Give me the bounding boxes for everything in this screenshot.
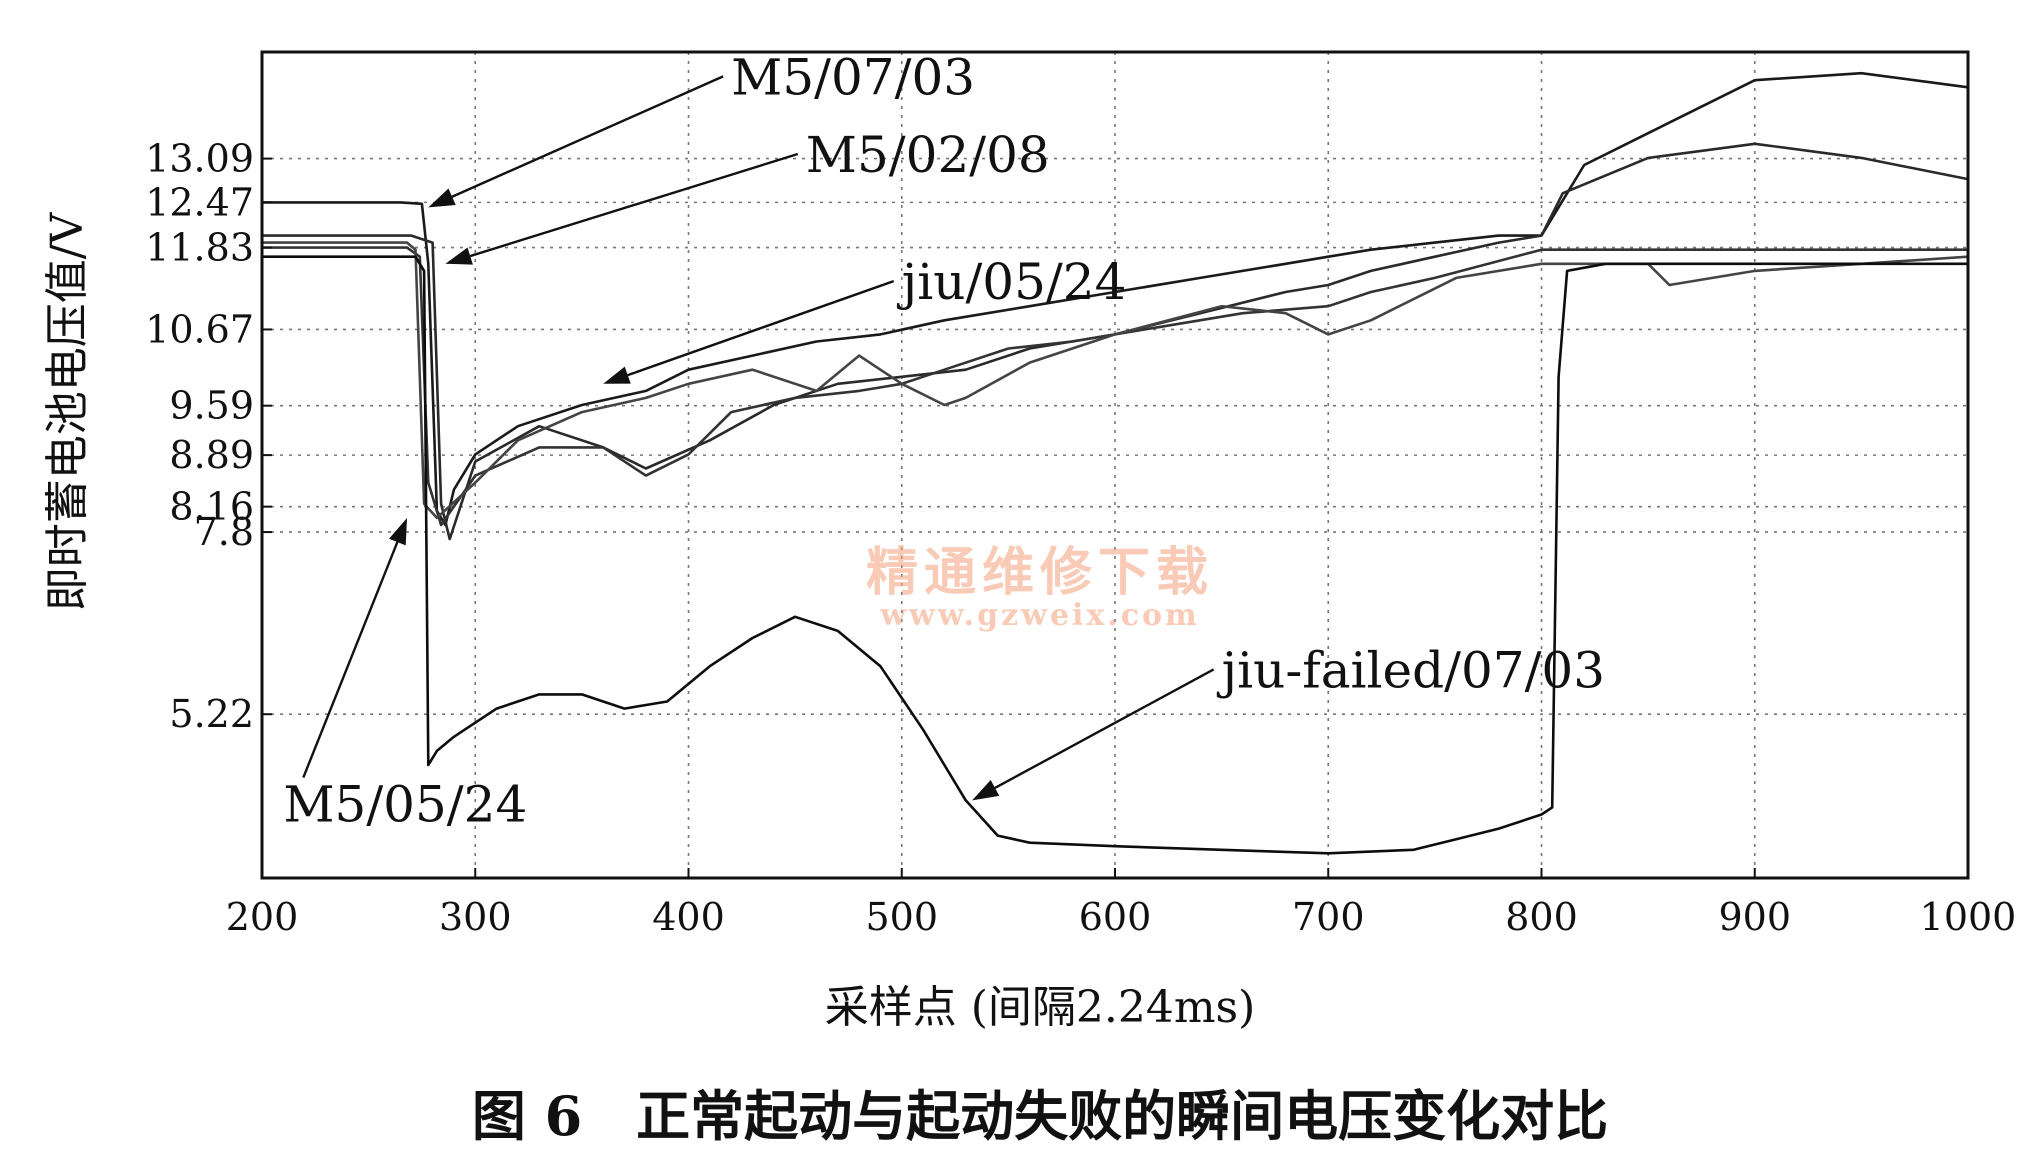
annotation-arrow-line [470, 154, 798, 256]
series-annotation-label: M5/05/24 [283, 776, 527, 834]
annotation-arrow-line [303, 542, 397, 777]
annotation-arrowhead [972, 780, 999, 800]
y-tick-label: 9.59 [169, 384, 254, 428]
annotation-arrowhead [389, 518, 407, 545]
annotation-arrow-line [452, 76, 723, 196]
x-tick-label: 800 [1505, 895, 1578, 939]
y-axis-title: 即时蓄电池电压值/V [42, 211, 93, 611]
y-tick-label: 12.47 [145, 180, 254, 224]
y-tick-label: 8.16 [169, 485, 254, 529]
watermark-url: www.gzweix.com [879, 598, 1200, 633]
series-annotation-label: M5/07/03 [731, 48, 975, 106]
annotation: jiu-failed/07/03 [972, 641, 1605, 800]
annotation: M5/02/08 [445, 126, 1049, 265]
x-tick-label: 200 [226, 895, 299, 939]
series-annotation-label: M5/02/08 [806, 126, 1050, 184]
x-tick-label: 900 [1718, 895, 1791, 939]
y-tick-label: 10.67 [145, 307, 254, 351]
x-tick-label: 300 [439, 895, 512, 939]
grid-layer [262, 52, 1968, 878]
series-annotation-label: jiu/05/24 [897, 253, 1127, 311]
annotation-layer: M5/07/03 M5/02/08 jiu/05/24 M5/05/24 jiu-fai… [283, 48, 1605, 833]
y-tick-label: 13.09 [145, 137, 254, 181]
y-tick-label: 11.83 [145, 226, 254, 270]
x-tick-label: 700 [1292, 895, 1365, 939]
y-tick-label: 5.22 [169, 692, 254, 736]
annotation-arrow-line [995, 669, 1214, 788]
watermark-text: 精通维修下载 [866, 542, 1214, 603]
annotation-arrowhead [445, 247, 473, 264]
figure-caption: 图 6 正常起动与起动失败的瞬间电压变化对比 [472, 1084, 1608, 1148]
x-tick-label: 600 [1079, 895, 1152, 939]
x-tick-label: 500 [865, 895, 938, 939]
annotation-arrowhead [603, 367, 631, 384]
annotation-arrowhead [428, 189, 455, 208]
x-tick-label: 1000 [1920, 895, 2017, 939]
annotation: M5/05/24 [283, 518, 527, 834]
series-annotation-label: jiu-failed/07/03 [1217, 641, 1605, 699]
x-axis-title: 采样点 (间隔2.24ms) [825, 982, 1256, 1033]
annotation: jiu/05/24 [603, 253, 1126, 384]
x-tick-label: 400 [652, 895, 725, 939]
y-tick-label: 8.89 [169, 433, 254, 477]
